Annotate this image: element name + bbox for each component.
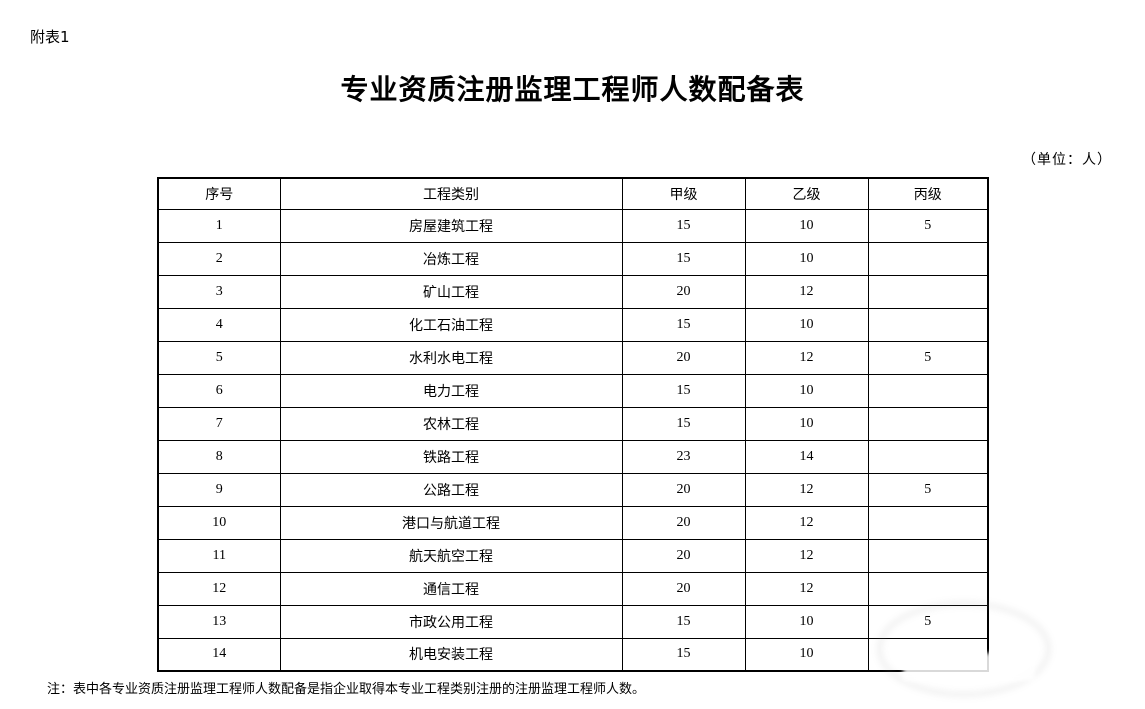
cell-category: 市政公用工程 <box>279 604 623 639</box>
cell-grade-a: 20 <box>621 571 746 606</box>
table-row: 13 市政公用工程 15 10 5 <box>157 604 989 639</box>
cell-category: 公路工程 <box>279 472 623 507</box>
table-row: 8 铁路工程 23 14 <box>157 439 989 474</box>
watermark-smudge <box>876 600 1052 698</box>
cell-grade-b: 12 <box>744 340 869 375</box>
table-row: 3 矿山工程 20 12 <box>157 274 989 309</box>
cell-grade-a: 15 <box>621 406 746 441</box>
staffing-table: 序号 工程类别 甲级 乙级 丙级 1 房屋建筑工程 15 10 5 2 冶炼工程… <box>157 177 989 672</box>
cell-grade-a: 20 <box>621 274 746 309</box>
cell-grade-a: 20 <box>621 505 746 540</box>
cell-grade-b: 14 <box>744 439 869 474</box>
table-row: 2 冶炼工程 15 10 <box>157 241 989 276</box>
cell-grade-b: 10 <box>744 241 869 276</box>
cell-grade-c <box>867 241 989 276</box>
cell-category: 水利水电工程 <box>279 340 623 375</box>
cell-seq: 12 <box>157 571 281 606</box>
header-row: 序号 工程类别 甲级 乙级 丙级 <box>157 177 989 210</box>
faded-border-smudge <box>903 653 1035 681</box>
cell-grade-a: 15 <box>621 373 746 408</box>
cell-seq: 3 <box>157 274 281 309</box>
table-row: 6 电力工程 15 10 <box>157 373 989 408</box>
cell-grade-c <box>867 538 989 573</box>
cell-seq: 7 <box>157 406 281 441</box>
cell-grade-b: 12 <box>744 274 869 309</box>
table-row: 14 机电安装工程 15 10 <box>157 637 989 672</box>
cell-seq: 10 <box>157 505 281 540</box>
cell-category: 铁路工程 <box>279 439 623 474</box>
cell-category: 航天航空工程 <box>279 538 623 573</box>
cell-category: 通信工程 <box>279 571 623 606</box>
header-seq: 序号 <box>157 177 281 210</box>
header-grade-a: 甲级 <box>621 177 746 210</box>
cell-grade-a: 20 <box>621 340 746 375</box>
cell-seq: 14 <box>157 637 281 672</box>
cell-seq: 8 <box>157 439 281 474</box>
cell-grade-a: 20 <box>621 472 746 507</box>
cell-grade-b: 10 <box>744 373 869 408</box>
cell-category: 电力工程 <box>279 373 623 408</box>
cell-seq: 13 <box>157 604 281 639</box>
cell-category: 冶炼工程 <box>279 241 623 276</box>
cell-grade-b: 10 <box>744 637 869 672</box>
table-row: 4 化工石油工程 15 10 <box>157 307 989 342</box>
cell-grade-c <box>867 274 989 309</box>
cell-grade-c <box>867 373 989 408</box>
cell-category: 房屋建筑工程 <box>279 208 623 243</box>
cell-category: 矿山工程 <box>279 274 623 309</box>
cell-grade-c <box>867 505 989 540</box>
cell-grade-b: 12 <box>744 472 869 507</box>
table-body: 1 房屋建筑工程 15 10 5 2 冶炼工程 15 10 3 矿山工程 20 … <box>157 208 989 672</box>
cell-category: 港口与航道工程 <box>279 505 623 540</box>
table-row: 5 水利水电工程 20 12 5 <box>157 340 989 375</box>
cell-seq: 2 <box>157 241 281 276</box>
cell-category: 机电安装工程 <box>279 637 623 672</box>
footnote: 注：表中各专业资质注册监理工程师人数配备是指企业取得本专业工程类别注册的注册监理… <box>47 681 646 696</box>
cell-grade-a: 15 <box>621 241 746 276</box>
header-grade-c: 丙级 <box>867 177 989 210</box>
cell-grade-b: 10 <box>744 406 869 441</box>
cell-category: 农林工程 <box>279 406 623 441</box>
cell-grade-a: 20 <box>621 538 746 573</box>
table-header: 序号 工程类别 甲级 乙级 丙级 <box>157 177 989 210</box>
cell-category: 化工石油工程 <box>279 307 623 342</box>
cell-grade-a: 23 <box>621 439 746 474</box>
cell-seq: 5 <box>157 340 281 375</box>
header-category: 工程类别 <box>279 177 623 210</box>
cell-grade-b: 12 <box>744 538 869 573</box>
cell-grade-a: 15 <box>621 604 746 639</box>
cell-grade-b: 12 <box>744 571 869 606</box>
cell-grade-c: 5 <box>867 208 989 243</box>
cell-grade-c <box>867 307 989 342</box>
cell-seq: 9 <box>157 472 281 507</box>
cell-grade-a: 15 <box>621 208 746 243</box>
unit-note: （单位：人） <box>1022 153 1112 168</box>
cell-seq: 6 <box>157 373 281 408</box>
cell-grade-a: 15 <box>621 637 746 672</box>
table-row: 12 通信工程 20 12 <box>157 571 989 606</box>
cell-grade-b: 10 <box>744 604 869 639</box>
doc-label: 附表1 <box>30 28 70 46</box>
cell-grade-b: 12 <box>744 505 869 540</box>
cell-grade-b: 10 <box>744 307 869 342</box>
table-row: 10 港口与航道工程 20 12 <box>157 505 989 540</box>
cell-grade-b: 10 <box>744 208 869 243</box>
cell-grade-c: 5 <box>867 340 989 375</box>
cell-seq: 11 <box>157 538 281 573</box>
cell-grade-c: 5 <box>867 472 989 507</box>
table-row: 11 航天航空工程 20 12 <box>157 538 989 573</box>
cell-grade-a: 15 <box>621 307 746 342</box>
header-grade-b: 乙级 <box>744 177 869 210</box>
cell-grade-c <box>867 406 989 441</box>
cell-seq: 4 <box>157 307 281 342</box>
table-row: 9 公路工程 20 12 5 <box>157 472 989 507</box>
page-title: 专业资质注册监理工程师人数配备表 <box>340 75 805 106</box>
table-row: 7 农林工程 15 10 <box>157 406 989 441</box>
table-row: 1 房屋建筑工程 15 10 5 <box>157 208 989 243</box>
cell-grade-c <box>867 439 989 474</box>
cell-seq: 1 <box>157 208 281 243</box>
